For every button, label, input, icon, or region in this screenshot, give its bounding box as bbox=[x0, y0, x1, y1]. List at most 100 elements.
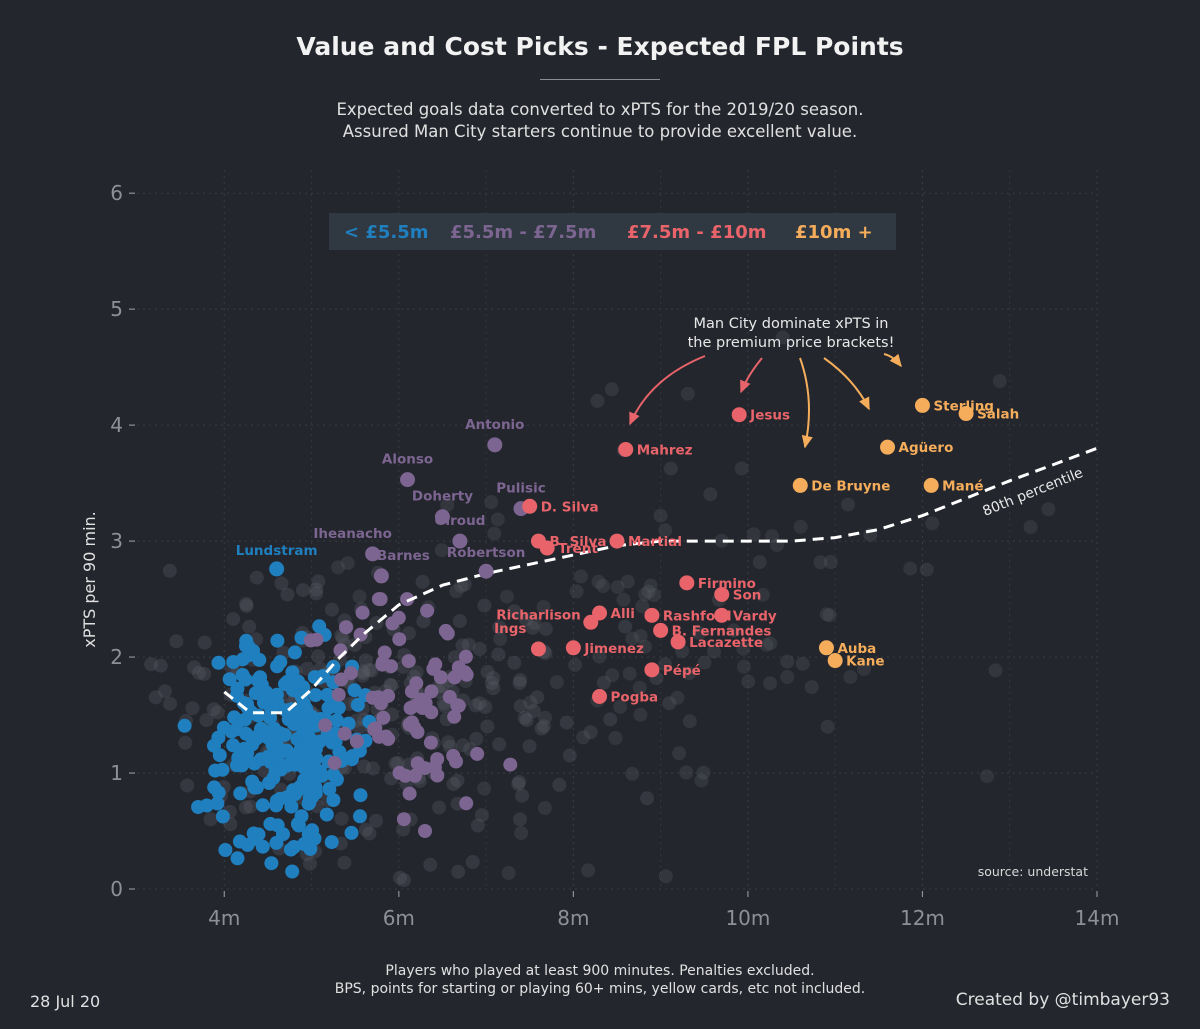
background-player-dot bbox=[514, 826, 529, 840]
background-player-dot bbox=[525, 620, 540, 635]
background-player-dot bbox=[734, 461, 749, 476]
player-label: Robertson bbox=[447, 545, 526, 561]
player-label: Kane bbox=[846, 654, 884, 670]
player-label: Jimenez bbox=[583, 641, 644, 657]
player-point bbox=[923, 477, 939, 493]
background-player-dot bbox=[474, 808, 489, 823]
background-player-dot bbox=[484, 675, 499, 690]
background-player-dot bbox=[303, 856, 317, 871]
budget-player-dot bbox=[296, 759, 311, 774]
background-player-dot bbox=[383, 677, 398, 692]
budget-player-dot bbox=[226, 738, 241, 753]
background-player-dot bbox=[549, 675, 564, 690]
background-player-dot bbox=[568, 657, 583, 672]
background-player-dot bbox=[534, 721, 549, 736]
budget-player-dot bbox=[230, 851, 245, 866]
budget-player-dot bbox=[265, 737, 280, 752]
mid-price-player-dot bbox=[365, 690, 380, 705]
background-player-dot bbox=[455, 738, 470, 753]
x-tick-label: 14m bbox=[1075, 906, 1120, 930]
background-player-dot bbox=[658, 523, 673, 538]
budget-player-dot bbox=[247, 756, 262, 771]
background-player-dot bbox=[472, 642, 487, 656]
background-player-dot bbox=[613, 699, 628, 714]
background-player-dot bbox=[249, 570, 264, 585]
background-player-dot bbox=[311, 574, 326, 589]
mid-price-player-dot bbox=[459, 796, 474, 811]
background-player-dot bbox=[393, 870, 407, 885]
background-player-dot bbox=[197, 666, 212, 681]
background-player-dot bbox=[576, 730, 591, 745]
budget-player-dot bbox=[285, 864, 300, 879]
man-city-annotation-line-2: the premium price brackets! bbox=[688, 335, 895, 351]
mid-price-player-dot bbox=[400, 592, 415, 607]
player-label: Auba bbox=[837, 641, 876, 657]
player-label: Alonso bbox=[382, 452, 433, 468]
y-tick-label: 2 bbox=[110, 645, 123, 669]
budget-player-dot bbox=[230, 681, 245, 696]
background-player-dot bbox=[452, 614, 467, 629]
player-point bbox=[269, 561, 285, 577]
player-label: Lacazette bbox=[689, 635, 763, 651]
budget-player-dot bbox=[256, 695, 271, 710]
background-player-dot bbox=[478, 700, 493, 714]
player-point bbox=[487, 437, 503, 453]
player-label: Ings bbox=[494, 621, 526, 637]
y-tick-label: 1 bbox=[110, 761, 123, 785]
background-player-dot bbox=[763, 676, 778, 691]
background-player-dot bbox=[515, 788, 530, 803]
budget-player-dot bbox=[294, 689, 309, 704]
player-label: De Bruyne bbox=[811, 478, 890, 494]
footnote: Players who played at least 900 minutes.… bbox=[0, 962, 1200, 998]
x-tick-label: 12m bbox=[900, 906, 945, 930]
mid-price-player-dot bbox=[337, 726, 352, 741]
background-player-dot bbox=[537, 801, 552, 815]
mid-price-player-dot bbox=[438, 623, 453, 638]
budget-player-dot bbox=[240, 700, 255, 715]
budget-player-dot bbox=[240, 746, 255, 760]
arrow-to-mahrez bbox=[629, 355, 706, 426]
budget-player-dot bbox=[262, 776, 276, 790]
budget-player-dot bbox=[291, 674, 306, 689]
player-point bbox=[373, 568, 389, 584]
mid-price-player-dot bbox=[447, 670, 462, 685]
background-player-dot bbox=[210, 705, 225, 720]
background-player-dot bbox=[311, 649, 326, 664]
budget-player-dot bbox=[261, 749, 276, 764]
budget-player-dot bbox=[226, 655, 241, 669]
player-label: Vardy bbox=[733, 608, 777, 624]
player-label: Jesus bbox=[749, 408, 790, 424]
background-player-dot bbox=[755, 587, 770, 602]
player-label: Mané bbox=[942, 478, 983, 494]
budget-player-dot bbox=[344, 825, 359, 840]
background-player-dot bbox=[440, 498, 455, 513]
background-player-dot bbox=[691, 625, 706, 640]
background-player-dot bbox=[409, 665, 424, 680]
legend-box bbox=[329, 213, 896, 250]
background-player-dot bbox=[517, 710, 532, 725]
background-player-dot bbox=[633, 707, 648, 722]
budget-player-dot bbox=[256, 723, 271, 738]
background-player-dot bbox=[450, 773, 465, 788]
background-player-dot bbox=[239, 597, 254, 611]
player-label: Antonio bbox=[465, 417, 524, 433]
y-tick-label: 0 bbox=[110, 877, 123, 901]
budget-player-dot bbox=[269, 687, 284, 702]
background-player-dot bbox=[484, 495, 499, 510]
background-player-dot bbox=[523, 695, 538, 710]
budget-player-dot bbox=[207, 780, 222, 795]
arrow-to-aguero bbox=[823, 357, 870, 411]
background-player-dot bbox=[822, 608, 837, 623]
player-point bbox=[565, 640, 581, 656]
background-player-dot bbox=[512, 676, 527, 690]
budget-player-dot bbox=[263, 710, 278, 725]
background-player-dot bbox=[980, 769, 995, 784]
mid-price-player-dot bbox=[458, 649, 473, 664]
background-player-dot bbox=[641, 584, 656, 599]
budget-player-dot bbox=[277, 743, 292, 758]
background-player-dot bbox=[596, 579, 610, 593]
mid-price-player-dot bbox=[408, 768, 422, 783]
player-label: Firmino bbox=[698, 576, 756, 592]
player-label: B. Fernandes bbox=[672, 623, 772, 639]
budget-player-dot bbox=[303, 841, 318, 856]
